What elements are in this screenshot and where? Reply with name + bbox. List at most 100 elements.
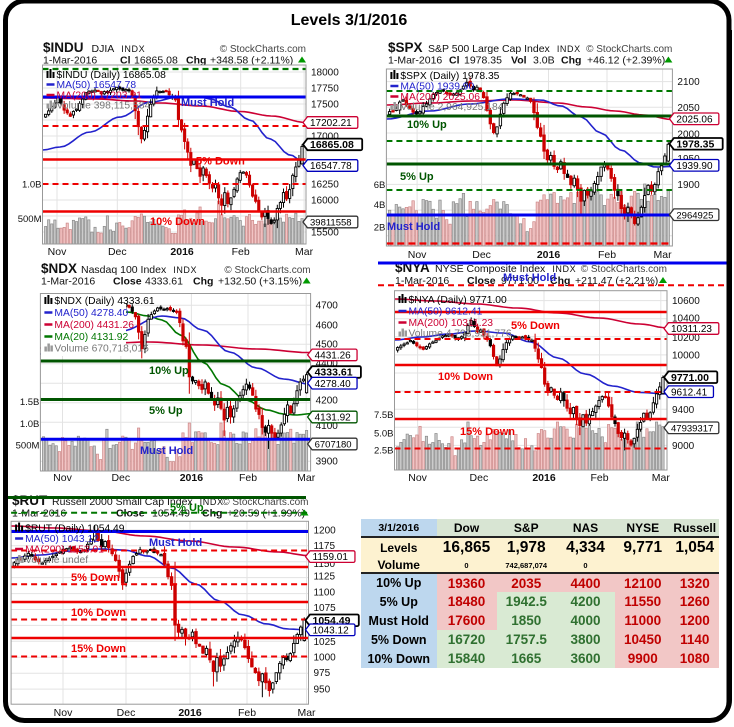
svg-text:1175: 1175 <box>314 541 336 552</box>
svg-text:500M: 500M <box>18 214 42 225</box>
svg-text:Close: Close <box>467 275 496 287</box>
svg-text:2000: 2000 <box>677 130 700 141</box>
svg-text:1000: 1000 <box>314 652 337 663</box>
svg-text:MA(200) 4431.26: MA(200) 4431.26 <box>54 320 134 331</box>
svg-text:Mar: Mar <box>297 472 316 484</box>
svg-text:Mar: Mar <box>297 707 316 719</box>
svg-text:2.5B: 2.5B <box>374 446 394 457</box>
svg-text:1900: 1900 <box>677 180 700 191</box>
svg-text:1159.01: 1159.01 <box>313 552 349 563</box>
svg-text:Mar: Mar <box>652 472 671 484</box>
svg-text:Volume undef: Volume undef <box>25 555 88 566</box>
svg-text:1075: 1075 <box>314 603 337 614</box>
svg-text:10% Down: 10% Down <box>71 607 126 619</box>
svg-text:4100: 4100 <box>316 421 339 432</box>
svg-text:+132.50 (+3.15%): +132.50 (+3.15%) <box>218 276 302 288</box>
svg-text:2050: 2050 <box>677 103 700 114</box>
svg-text:Must Hold: Must Hold <box>387 221 440 233</box>
svg-text:Volume 670,718,016: Volume 670,718,016 <box>54 344 149 355</box>
svg-text:5% Up: 5% Up <box>400 171 434 183</box>
svg-text:Feb: Feb <box>590 472 608 484</box>
svg-text:6B: 6B <box>374 180 386 191</box>
svg-text:Must Hold: Must Hold <box>140 445 193 457</box>
svg-text:Nov: Nov <box>53 472 72 484</box>
svg-text:9771.00: 9771.00 <box>671 372 709 384</box>
svg-text:Feb: Feb <box>232 246 250 258</box>
svg-text:1200: 1200 <box>314 525 337 536</box>
svg-text:15% Down: 15% Down <box>71 643 126 655</box>
svg-text:Chg: Chg <box>561 55 581 67</box>
svg-text:4131.92: 4131.92 <box>315 413 352 424</box>
svg-text:1043.12: 1043.12 <box>313 625 350 636</box>
svg-text:Mar: Mar <box>654 249 673 261</box>
svg-text:3.0B: 3.0B <box>533 55 555 67</box>
svg-text:16865.08: 16865.08 <box>310 139 354 151</box>
svg-text:4400: 4400 <box>316 359 339 370</box>
svg-text:MA(200) 10311.23: MA(200) 10311.23 <box>409 318 494 329</box>
svg-text:Feb: Feb <box>598 249 616 261</box>
svg-text:MA(50) 9612.41: MA(50) 9612.41 <box>409 307 483 318</box>
svg-text:3900: 3900 <box>316 457 339 468</box>
svg-text:17202.21: 17202.21 <box>310 118 352 129</box>
svg-text:10400: 10400 <box>672 314 700 325</box>
svg-text:Dec: Dec <box>470 472 489 484</box>
svg-text:10000: 10000 <box>672 351 700 362</box>
svg-text:18000: 18000 <box>311 68 339 79</box>
svg-text:16547.78: 16547.78 <box>310 161 352 172</box>
svg-text:10200: 10200 <box>672 333 700 344</box>
svg-text:$INDU (Daily) 16865.08: $INDU (Daily) 16865.08 <box>57 70 167 81</box>
svg-text:$NDX: $NDX <box>41 261 77 276</box>
svg-text:17750: 17750 <box>311 84 339 95</box>
svg-text:Dec: Dec <box>111 472 130 484</box>
svg-text:4700: 4700 <box>316 301 339 312</box>
svg-text:1978.35: 1978.35 <box>464 55 502 67</box>
svg-text:$NDX (Daily) 4333.61: $NDX (Daily) 4333.61 <box>54 296 154 307</box>
svg-text:47939317: 47939317 <box>671 423 713 434</box>
svg-text:1-Mar-2016: 1-Mar-2016 <box>395 275 449 287</box>
svg-text:5% Down: 5% Down <box>511 320 560 332</box>
svg-text:5% Up: 5% Up <box>149 405 183 417</box>
svg-text:Chg: Chg <box>550 275 570 287</box>
svg-text:MA(200) 2025.06: MA(200) 2025.06 <box>400 92 480 103</box>
svg-text:Cl: Cl <box>449 55 460 67</box>
svg-text:2100: 2100 <box>677 77 700 88</box>
svg-text:4333.61: 4333.61 <box>315 367 353 379</box>
svg-text:Close: Close <box>116 508 145 520</box>
svg-text:Close: Close <box>113 276 142 288</box>
svg-text:4333.61: 4333.61 <box>145 276 183 288</box>
svg-text:10% Up: 10% Up <box>407 119 447 131</box>
svg-text:16000: 16000 <box>311 196 339 207</box>
svg-text:1.0B: 1.0B <box>20 419 40 430</box>
svg-text:1.0B: 1.0B <box>22 180 42 191</box>
svg-text:4200: 4200 <box>316 395 339 406</box>
svg-text:MA(50) 1043.12: MA(50) 1043.12 <box>25 534 99 545</box>
svg-text:MA(50) 16547.78: MA(50) 16547.78 <box>57 80 137 91</box>
svg-text:Levels 3/1/2016: Levels 3/1/2016 <box>291 12 408 29</box>
svg-text:15% Down: 15% Down <box>460 426 515 438</box>
svg-text:MA(50) 1939.90: MA(50) 1939.90 <box>400 82 474 93</box>
svg-text:$RUT (Daily) 1054.49: $RUT (Daily) 1054.49 <box>25 524 125 535</box>
svg-text:$RUT: $RUT <box>12 493 48 508</box>
svg-text:Volume 398,115,584: Volume 398,115,584 <box>57 101 151 112</box>
svg-text:MA(20) 4131.92: MA(20) 4131.92 <box>54 332 128 343</box>
svg-text:16865.08: 16865.08 <box>134 55 178 67</box>
svg-text:1100: 1100 <box>314 587 336 598</box>
svg-text:+348.58 (+2.11%): +348.58 (+2.11%) <box>210 55 293 67</box>
svg-text:10% Up: 10% Up <box>149 365 189 377</box>
svg-text:500M: 500M <box>16 441 40 452</box>
svg-text:10600: 10600 <box>672 296 700 307</box>
svg-text:975: 975 <box>314 668 331 679</box>
svg-text:10311.23: 10311.23 <box>671 324 712 335</box>
svg-text:1-Mar-2016: 1-Mar-2016 <box>43 55 97 67</box>
svg-text:1-Mar-2016: 1-Mar-2016 <box>41 276 95 288</box>
svg-text:2B: 2B <box>374 223 386 234</box>
svg-text:4B: 4B <box>374 200 386 211</box>
svg-text:1054.49: 1054.49 <box>152 508 190 520</box>
svg-text:Feb: Feb <box>238 707 256 719</box>
svg-text:Mar: Mar <box>295 246 314 258</box>
svg-text:$NYA (Daily) 9771.00: $NYA (Daily) 9771.00 <box>409 295 508 306</box>
svg-text:1-Mar-2016: 1-Mar-2016 <box>388 55 442 67</box>
svg-text:2016: 2016 <box>532 472 556 484</box>
